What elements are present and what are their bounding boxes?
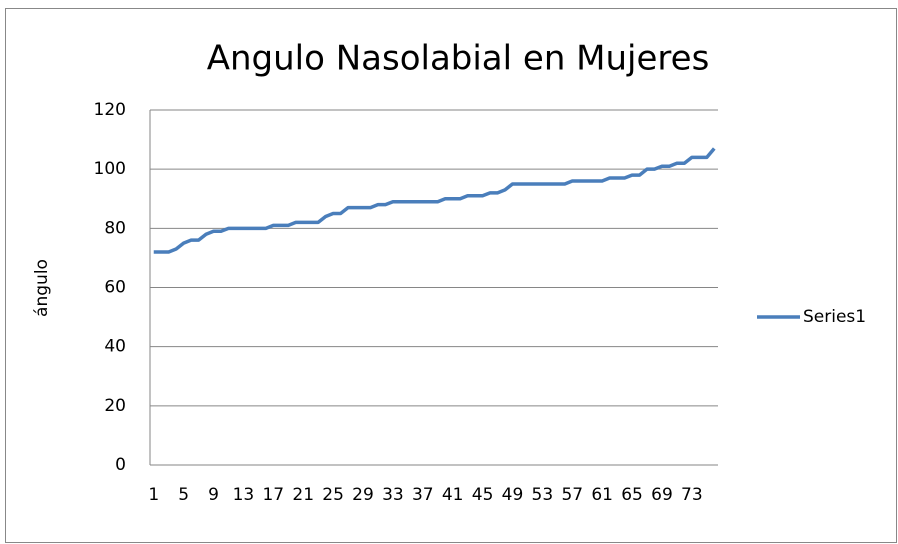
y-tick-label: 60 <box>104 278 126 298</box>
x-tick-label: 33 <box>382 485 404 505</box>
x-tick-label: 49 <box>502 485 524 505</box>
x-tick-label: 57 <box>561 485 583 505</box>
x-tick-label: 53 <box>532 485 554 505</box>
x-tick-label: 9 <box>208 485 219 505</box>
x-tick-label: 61 <box>591 485 613 505</box>
legend-label: Series1 <box>803 307 866 327</box>
y-tick-label: 40 <box>104 337 126 357</box>
x-tick-label: 69 <box>651 485 673 505</box>
x-tick-label: 25 <box>322 485 344 505</box>
x-tick-label: 41 <box>442 485 464 505</box>
x-tick-label: 21 <box>292 485 314 505</box>
x-tick-label: 73 <box>681 485 703 505</box>
x-tick-label: 37 <box>412 485 434 505</box>
x-tick-label: 1 <box>148 485 159 505</box>
chart-title: Angulo Nasolabial en Mujeres <box>207 39 710 79</box>
y-tick-label: 0 <box>115 455 126 475</box>
x-tick-label: 65 <box>621 485 643 505</box>
y-tick-label: 120 <box>94 100 126 120</box>
y-axis-title: ángulo <box>32 259 52 317</box>
y-tick-label: 80 <box>104 218 126 238</box>
x-tick-label: 29 <box>352 485 374 505</box>
x-tick-label: 45 <box>472 485 494 505</box>
y-tick-label: 20 <box>104 396 126 416</box>
x-tick-label: 13 <box>233 485 255 505</box>
y-tick-label: 100 <box>94 159 126 179</box>
x-tick-label: 17 <box>262 485 284 505</box>
chart-frame <box>5 8 897 543</box>
x-tick-label: 5 <box>178 485 189 505</box>
data-line <box>153 147 716 254</box>
